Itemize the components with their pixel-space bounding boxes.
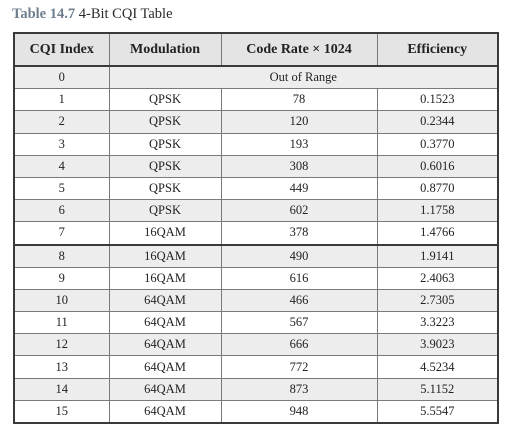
efficiency-cell: 5.5547 bbox=[376, 399, 499, 424]
efficiency-cell: 1.4766 bbox=[376, 221, 499, 246]
cqi-index-cell: 4 bbox=[13, 154, 110, 178]
efficiency-cell: 0.1523 bbox=[376, 88, 499, 112]
modulation-cell: 16QAM bbox=[108, 221, 222, 246]
code-rate-cell: 602 bbox=[220, 199, 378, 223]
table-caption: Table 14.7 4-Bit CQI Table bbox=[12, 5, 173, 23]
table-row: 3 QPSK 193 0.3770 bbox=[13, 132, 499, 156]
table-row: 10 64QAM 466 2.7305 bbox=[13, 288, 499, 313]
table-number: Table 14.7 bbox=[12, 6, 76, 22]
header-cqi-index: CQI Index bbox=[13, 32, 110, 67]
table-row: 9 16QAM 616 2.4063 bbox=[13, 266, 499, 290]
header-modulation: Modulation bbox=[108, 32, 222, 67]
modulation-cell: 64QAM bbox=[108, 333, 222, 357]
cqi-index-cell: 8 bbox=[13, 244, 110, 268]
table-row: 15 64QAM 948 5.5547 bbox=[13, 399, 499, 424]
code-rate-cell: 378 bbox=[220, 221, 378, 246]
modulation-cell: QPSK bbox=[108, 132, 222, 156]
table-row: 5 QPSK 449 0.8770 bbox=[13, 176, 499, 201]
code-rate-cell: 466 bbox=[220, 288, 378, 313]
header-efficiency: Efficiency bbox=[376, 32, 499, 67]
cqi-index-cell: 7 bbox=[13, 221, 110, 246]
table-row: 13 64QAM 772 4.5234 bbox=[13, 355, 499, 379]
modulation-cell: 64QAM bbox=[108, 377, 222, 401]
table-title: 4-Bit CQI Table bbox=[78, 6, 173, 22]
table-row: 6 QPSK 602 1.1758 bbox=[13, 199, 499, 223]
table-row: 4 QPSK 308 0.6016 bbox=[13, 154, 499, 178]
efficiency-cell: 1.1758 bbox=[376, 199, 499, 223]
cqi-index-cell: 1 bbox=[13, 88, 110, 112]
modulation-cell: QPSK bbox=[108, 199, 222, 223]
code-rate-cell: 193 bbox=[220, 132, 378, 156]
efficiency-cell: 0.6016 bbox=[376, 154, 499, 178]
code-rate-cell: 490 bbox=[220, 244, 378, 268]
cqi-index-cell: 3 bbox=[13, 132, 110, 156]
code-rate-cell: 616 bbox=[220, 266, 378, 290]
efficiency-cell: 0.8770 bbox=[376, 176, 499, 201]
cqi-index-cell: 9 bbox=[13, 266, 110, 290]
code-rate-cell: 666 bbox=[220, 333, 378, 357]
efficiency-cell: 2.7305 bbox=[376, 288, 499, 313]
code-rate-cell: 567 bbox=[220, 311, 378, 335]
table-body: 0 Out of Range 1 QPSK 78 0.1523 2 QPSK 120 0.23… bbox=[13, 65, 499, 424]
efficiency-cell: 2.4063 bbox=[376, 266, 499, 290]
cqi-index-cell: 13 bbox=[13, 355, 110, 379]
efficiency-cell: 3.3223 bbox=[376, 311, 499, 335]
modulation-cell: QPSK bbox=[108, 88, 222, 112]
modulation-cell: 64QAM bbox=[108, 355, 222, 379]
cqi-index-cell: 6 bbox=[13, 199, 110, 223]
out-of-range-cell: Out of Range bbox=[108, 65, 499, 90]
modulation-cell: 64QAM bbox=[108, 399, 222, 424]
table-header: CQI Index Modulation Code Rate × 1024 Ef… bbox=[13, 32, 499, 67]
header-code-rate: Code Rate × 1024 bbox=[220, 32, 378, 67]
cqi-index-cell: 14 bbox=[13, 377, 110, 401]
code-rate-cell: 772 bbox=[220, 355, 378, 379]
efficiency-cell: 5.1152 bbox=[376, 377, 499, 401]
code-rate-cell: 308 bbox=[220, 154, 378, 178]
cqi-index-cell: 15 bbox=[13, 399, 110, 424]
modulation-cell: 16QAM bbox=[108, 266, 222, 290]
modulation-cell: 64QAM bbox=[108, 311, 222, 335]
efficiency-cell: 0.3770 bbox=[376, 132, 499, 156]
modulation-cell: QPSK bbox=[108, 176, 222, 201]
cqi-index-cell: 11 bbox=[13, 311, 110, 335]
code-rate-cell: 948 bbox=[220, 399, 378, 424]
table-row: 8 16QAM 490 1.9141 bbox=[13, 244, 499, 268]
code-rate-cell: 78 bbox=[220, 88, 378, 112]
modulation-cell: QPSK bbox=[108, 154, 222, 178]
cqi-index-cell: 10 bbox=[13, 288, 110, 313]
modulation-cell: QPSK bbox=[108, 110, 222, 134]
code-rate-cell: 873 bbox=[220, 377, 378, 401]
code-rate-cell: 449 bbox=[220, 176, 378, 201]
table-row: 12 64QAM 666 3.9023 bbox=[13, 333, 499, 357]
modulation-cell: 16QAM bbox=[108, 244, 222, 268]
cqi-index-cell: 12 bbox=[13, 333, 110, 357]
cqi-table: CQI Index Modulation Code Rate × 1024 Ef… bbox=[13, 32, 499, 424]
efficiency-cell: 0.2344 bbox=[376, 110, 499, 134]
cqi-index-cell: 5 bbox=[13, 176, 110, 201]
cqi-index-cell: 0 bbox=[13, 65, 110, 90]
header-row: CQI Index Modulation Code Rate × 1024 Ef… bbox=[13, 32, 499, 67]
table-row: 2 QPSK 120 0.2344 bbox=[13, 110, 499, 134]
table-row: 11 64QAM 567 3.3223 bbox=[13, 311, 499, 335]
cqi-index-cell: 2 bbox=[13, 110, 110, 134]
table-row: 1 QPSK 78 0.1523 bbox=[13, 88, 499, 112]
table-row: 0 Out of Range bbox=[13, 65, 499, 90]
code-rate-cell: 120 bbox=[220, 110, 378, 134]
efficiency-cell: 1.9141 bbox=[376, 244, 499, 268]
efficiency-cell: 3.9023 bbox=[376, 333, 499, 357]
table-row: 7 16QAM 378 1.4766 bbox=[13, 221, 499, 246]
efficiency-cell: 4.5234 bbox=[376, 355, 499, 379]
modulation-cell: 64QAM bbox=[108, 288, 222, 313]
table-row: 14 64QAM 873 5.1152 bbox=[13, 377, 499, 401]
